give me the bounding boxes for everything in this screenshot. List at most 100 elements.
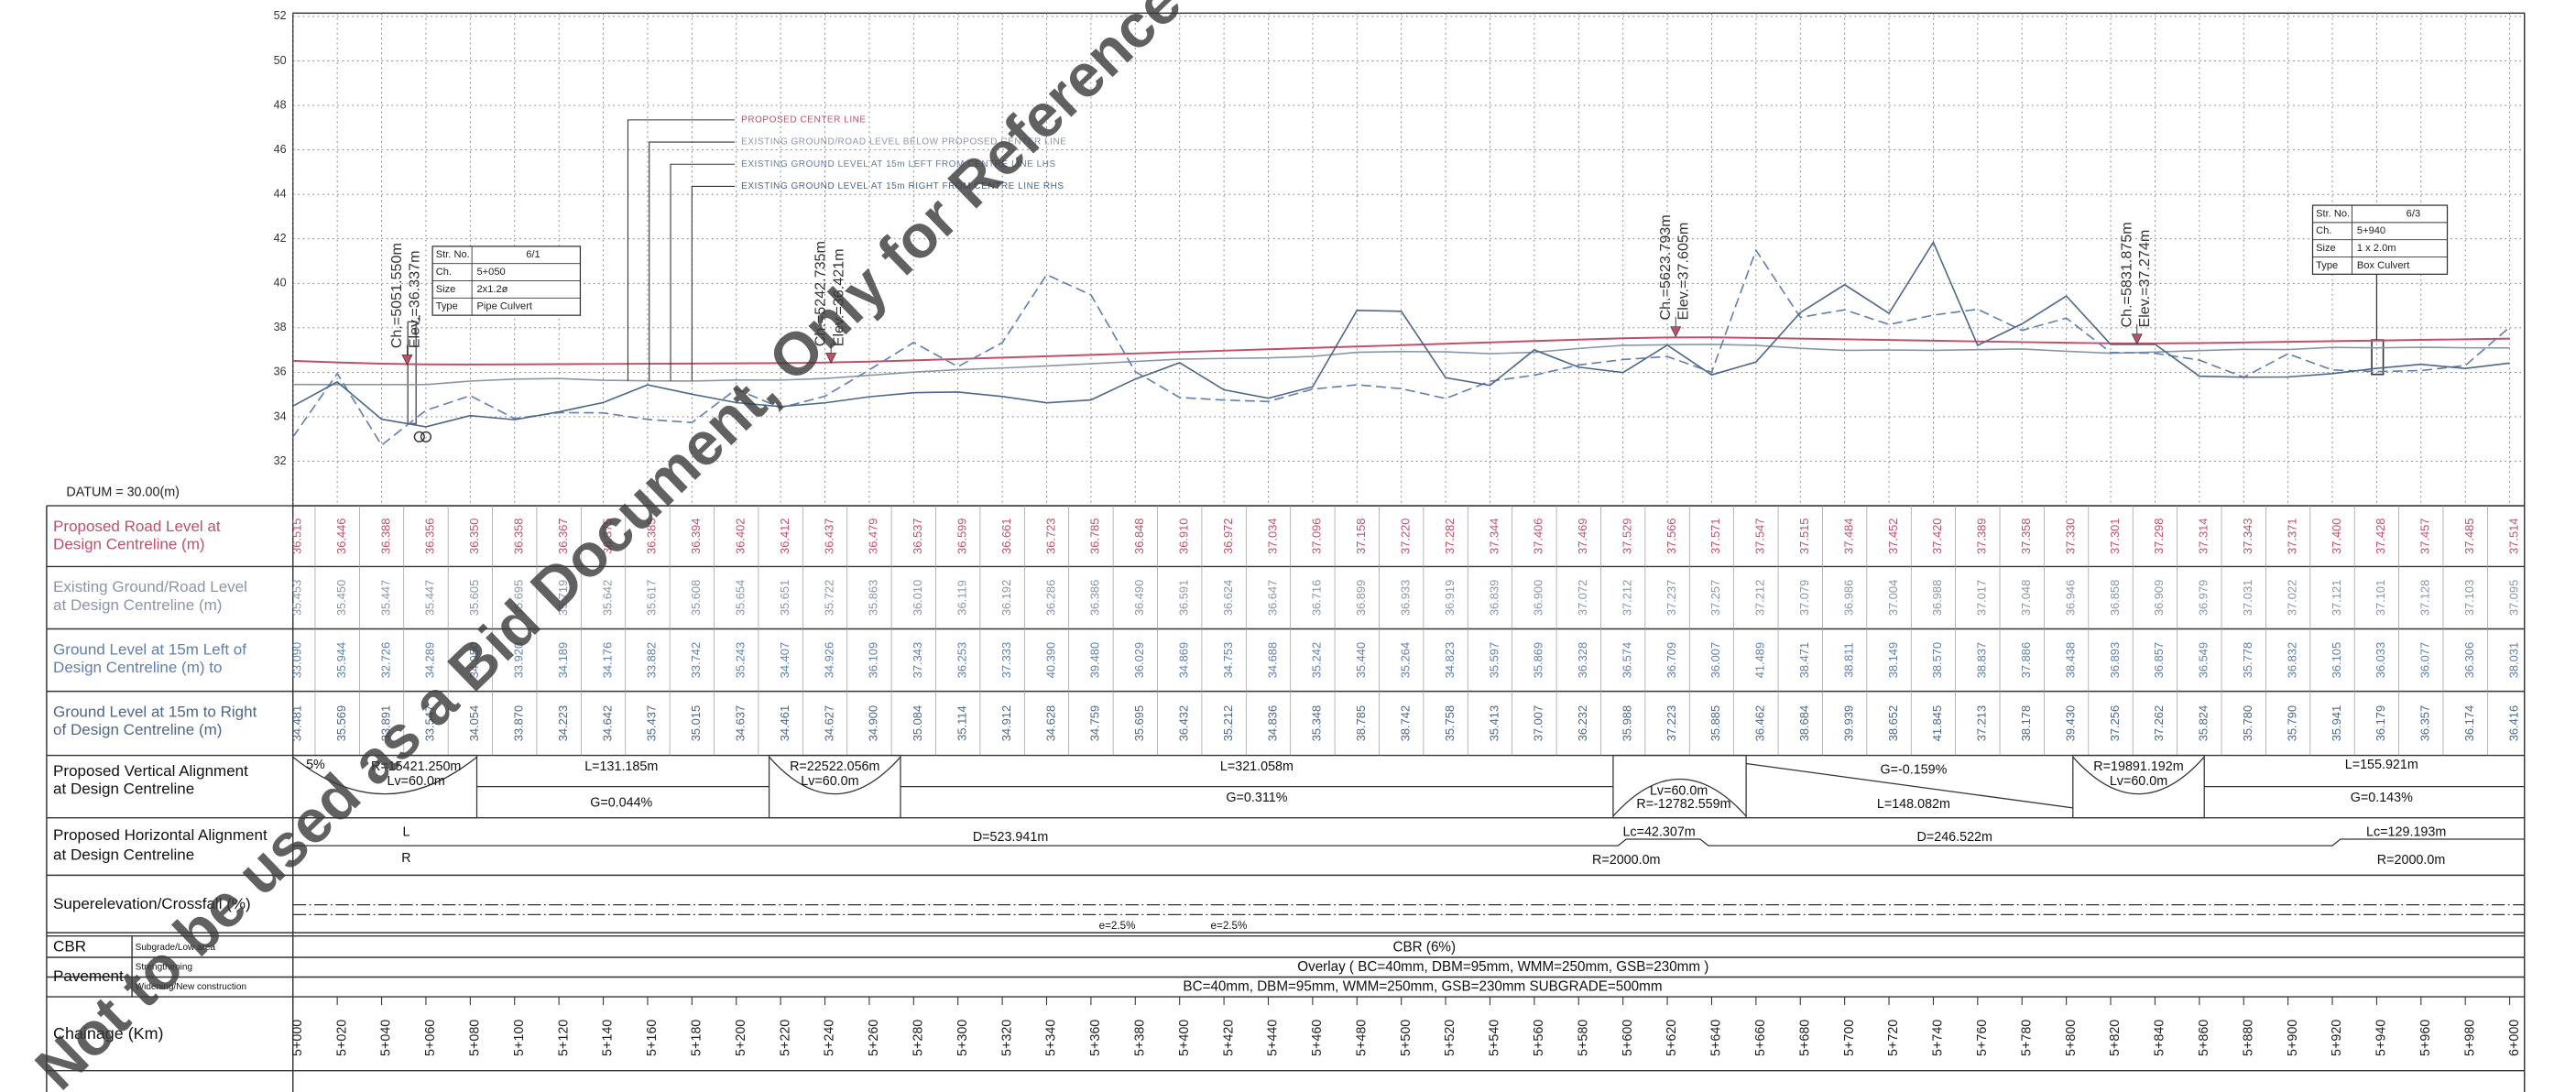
level-value: 36.986: [1841, 580, 1855, 616]
level-value: 37.095: [2506, 580, 2520, 616]
level-value: 38.471: [1797, 642, 1811, 678]
row-label: Proposed Vertical Alignment: [53, 762, 248, 780]
legend-leader: [691, 185, 735, 381]
level-value: 35.642: [600, 580, 614, 616]
level-value: 36.385: [645, 519, 659, 554]
level-value: 37.223: [1665, 705, 1678, 741]
chainage-label: 5+460: [1310, 1020, 1325, 1056]
structure-text: Type: [436, 301, 458, 312]
level-value: 36.972: [1221, 519, 1235, 554]
structure-text: 5+940: [2357, 225, 2385, 236]
alignment-text: L=155.921m: [2345, 758, 2418, 772]
curve: [292, 756, 477, 795]
level-value: 34.189: [556, 642, 570, 678]
y-tick-label: 48: [274, 98, 287, 111]
chainage-label: 5+020: [334, 1020, 349, 1056]
level-value: 33.920: [512, 642, 526, 678]
level-value: 36.007: [1708, 642, 1722, 678]
chainage-label: 5+920: [2330, 1020, 2344, 1056]
legend-leader: [649, 141, 735, 381]
alignment-text: G=-0.159%: [1880, 762, 1947, 777]
marker-label: Ch.=5242.735m: [813, 241, 829, 346]
alignment-text: R=22522.056m: [790, 759, 879, 774]
level-value: 36.174: [2462, 705, 2476, 741]
level-value: 36.919: [1443, 580, 1457, 616]
level-value: 37.389: [1975, 519, 1989, 554]
y-tick-label: 40: [274, 277, 287, 289]
y-tick-label: 46: [274, 143, 287, 156]
level-value: 38.785: [1354, 705, 1368, 741]
level-value: 35.264: [1398, 642, 1412, 678]
level-value: 36.490: [1132, 580, 1146, 616]
level-value: 34.869: [1176, 642, 1190, 678]
curve: [1612, 778, 1747, 817]
level-value: 37.428: [2374, 519, 2387, 554]
level-value: 37.158: [1354, 519, 1368, 554]
y-tick-label: 38: [274, 321, 287, 333]
row-label: Chainage (Km): [53, 1024, 163, 1043]
level-value: 35.413: [1487, 705, 1501, 741]
level-value: 34.223: [556, 705, 570, 741]
level-value: 39.939: [1841, 705, 1855, 741]
level-value: 36.647: [1265, 580, 1279, 616]
level-value: 35.440: [1354, 642, 1368, 678]
level-value: 32.726: [378, 642, 392, 678]
level-value: 36.661: [999, 519, 1013, 554]
level-value: 37.096: [1310, 519, 1324, 554]
level-value: 36.412: [778, 519, 791, 554]
chainage-label: 5+120: [556, 1020, 571, 1056]
level-value: 35.695: [1132, 705, 1146, 741]
level-value: 34.637: [734, 705, 748, 741]
chainage-label: 5+540: [1488, 1020, 1502, 1056]
level-value: 38.149: [1886, 642, 1900, 678]
alignment-text: G=0.311%: [1226, 791, 1287, 805]
level-value: 35.941: [2330, 705, 2343, 741]
level-value: 36.857: [2152, 642, 2166, 678]
chainage-label: 5+000: [290, 1020, 305, 1056]
level-value: 35.212: [1221, 705, 1235, 741]
level-value: 35.453: [290, 580, 304, 616]
level-value: 35.654: [734, 580, 748, 616]
level-value: 38.684: [1797, 705, 1811, 741]
level-value: 37.017: [1975, 580, 1989, 616]
level-value: 36.437: [822, 519, 835, 554]
level-value: 36.232: [1576, 705, 1589, 741]
row-label: Proposed Road Level at: [53, 518, 221, 535]
level-value: 35.243: [734, 642, 748, 678]
level-value: 36.356: [423, 519, 437, 554]
level-value: 36.010: [911, 580, 924, 616]
structure-text: 1 x 2.0m: [2357, 243, 2396, 254]
level-value: 36.432: [1176, 705, 1190, 741]
alignment-text: L: [402, 825, 409, 840]
row-label: at Design Centreline: [53, 846, 194, 863]
row-label: Superelevation/Crossfall (%): [53, 895, 251, 912]
level-value: 37.022: [2285, 580, 2298, 616]
level-value: 34.753: [1221, 642, 1235, 678]
curve: [2072, 756, 2205, 795]
level-value: 36.933: [1398, 580, 1412, 616]
level-value: 35.084: [911, 705, 924, 741]
level-value: 37.452: [1886, 519, 1900, 554]
chainage-label: 5+420: [1221, 1020, 1236, 1056]
level-value: 37.007: [1532, 705, 1545, 741]
level-value: 37.400: [2330, 519, 2343, 554]
cbr-text: CBR (6%): [1393, 939, 1457, 955]
level-value: 35.722: [822, 580, 835, 616]
structure-text: Str. No.: [436, 249, 470, 260]
chainage-label: 5+960: [2418, 1020, 2433, 1056]
level-value: 36.179: [2374, 705, 2387, 741]
level-value: 37.314: [2197, 519, 2210, 554]
level-value: 35.695: [512, 580, 526, 616]
alignment-text: Lv=60.0m: [2110, 774, 2167, 789]
level-value: 34.628: [1043, 705, 1057, 741]
level-value: 36.306: [2462, 642, 2476, 678]
chainage-label: 5+340: [1044, 1020, 1059, 1056]
level-value: 36.386: [1088, 580, 1102, 616]
profile-line: [292, 240, 2510, 428]
level-value: 35.608: [689, 580, 703, 616]
chainage-label: 5+980: [2462, 1020, 2477, 1056]
level-value: 36.462: [1753, 705, 1767, 741]
level-value: 36.328: [1576, 642, 1589, 678]
chainage-label: 5+520: [1443, 1020, 1457, 1056]
level-value: 37.101: [2374, 580, 2387, 616]
